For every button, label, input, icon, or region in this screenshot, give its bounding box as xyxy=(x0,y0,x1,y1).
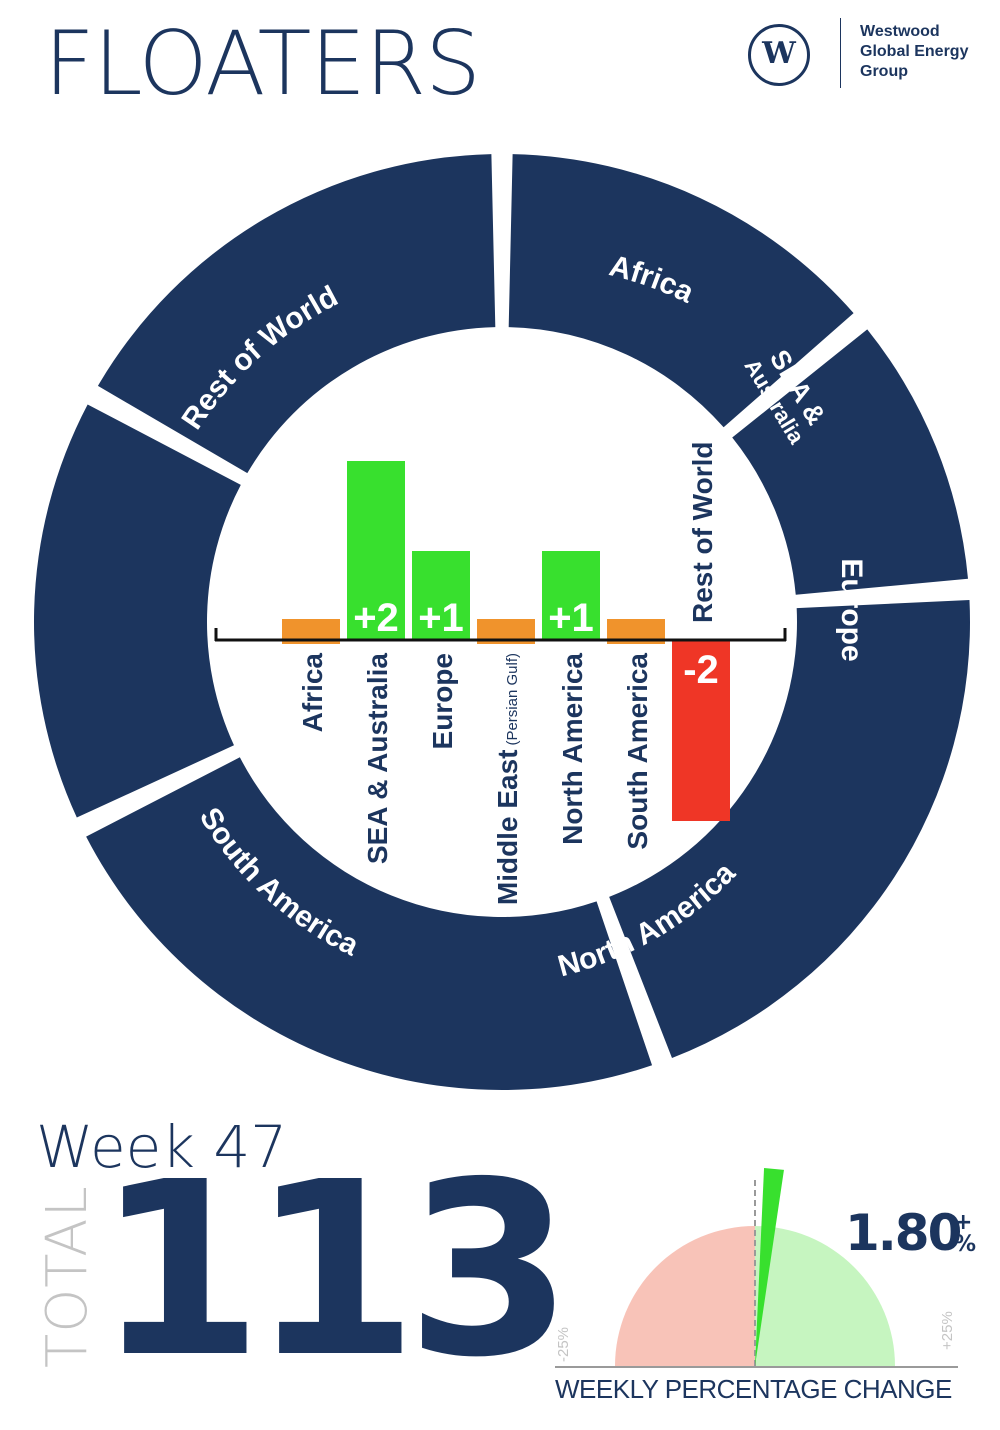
gauge-min-label: -25% xyxy=(555,1326,572,1362)
category-name-north-america: North America xyxy=(557,653,588,845)
ring-segment-north-america xyxy=(86,757,653,1091)
ring-segment-europe xyxy=(609,599,970,1059)
category-name-rest-of-world: Rest of World xyxy=(687,442,718,623)
bar-north-america xyxy=(542,551,600,641)
data-label-europe: +1 xyxy=(418,596,464,640)
bar-europe xyxy=(412,551,470,641)
logo-name-line-1: Westwood xyxy=(860,23,940,40)
data-label-sea-and-australia: +2 xyxy=(353,596,399,640)
category-label-rest-of-world: Rest of World xyxy=(687,442,718,623)
gauge-positive-half xyxy=(755,1226,895,1366)
category-name-south-america: South America xyxy=(622,653,653,850)
gauge-value: 1.80 xyxy=(845,1204,962,1262)
week-label: Week 47 xyxy=(36,1113,288,1181)
ring-segment-africa xyxy=(508,154,854,428)
ring-segment-rest-of-world xyxy=(97,154,496,474)
category-label-south-america: South America xyxy=(622,653,653,850)
ring-segments xyxy=(34,154,970,1091)
category-name-europe: Europe xyxy=(427,653,458,749)
logo-divider xyxy=(840,18,841,88)
bar-rest-of-world xyxy=(672,641,730,821)
ring-label-europe: Europe xyxy=(835,558,868,661)
weekly-change-gauge xyxy=(555,1167,958,1368)
data-label-north-america: +1 xyxy=(548,596,594,640)
gauge-value-symbols: + % xyxy=(954,1212,976,1256)
total-value: 113 xyxy=(96,1130,573,1410)
gauge-caption: WEEKLY PERCENTAGE CHANGE xyxy=(555,1374,952,1404)
category-label-north-america: North America xyxy=(557,653,588,845)
logo-name-line-2: Global Energy xyxy=(860,43,969,60)
category-label-europe: Europe xyxy=(427,653,458,749)
total-label: TOTAL xyxy=(35,1185,100,1368)
category-name-sea-and-australia: SEA & Australia xyxy=(362,653,393,865)
ring-segment-sea-and-australia xyxy=(732,329,968,595)
westwood-logo: W Westwood Global Energy Group xyxy=(748,18,988,90)
logo-mark-icon: W xyxy=(748,24,810,86)
logo-name: Westwood Global Energy Group xyxy=(860,22,990,82)
logo-name-line-3: Group xyxy=(860,63,908,80)
category-name-middle-east: Middle East xyxy=(492,750,523,906)
gauge-negative-half xyxy=(615,1226,755,1366)
bar-chart: Africa +2 SEA & Australia +1 Europe Middle Ea… xyxy=(282,442,730,905)
plus-symbol: + xyxy=(954,1210,973,1235)
data-label-rest-of-world: -2 xyxy=(683,648,719,692)
category-label-middle-east: Middle East (Persian Gulf) xyxy=(492,653,523,905)
category-label-africa: Africa xyxy=(297,653,328,733)
page-title: FLOATERS xyxy=(44,12,481,115)
category-name-africa: Africa xyxy=(297,653,328,733)
bar-sea-and-australia xyxy=(347,461,405,641)
gauge-needle xyxy=(755,1167,784,1366)
category-label-sea-and-australia: SEA & Australia xyxy=(362,653,393,865)
category-note-middle-east: (Persian Gulf) xyxy=(504,653,521,746)
ring-segment-south-america xyxy=(34,404,241,818)
gauge-max-label: +25% xyxy=(939,1311,956,1350)
percent-symbol: % xyxy=(954,1232,977,1257)
